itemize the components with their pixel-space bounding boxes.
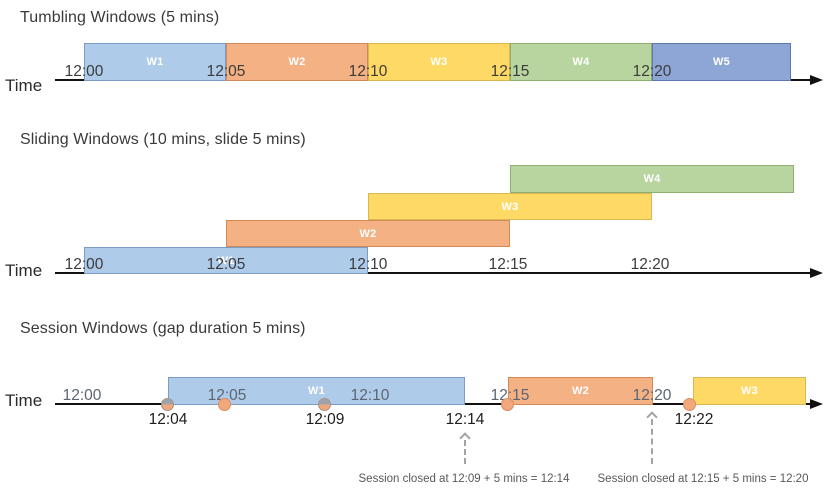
sliding-window-w3: W3: [368, 193, 652, 220]
session-tick-1215: 12:15: [490, 387, 530, 404]
session-event-time-label-1214: 12:14: [445, 411, 485, 428]
session-tick-1220: 12:20: [632, 387, 672, 404]
session-event-time-label-1222: 12:22: [674, 411, 714, 428]
session-event-dot-1204: [161, 398, 174, 411]
session-window-label-w3: W3: [740, 385, 759, 397]
sliding-window-label-w1: W1: [217, 254, 235, 267]
sliding-window-w2: W2: [226, 220, 510, 247]
session-callout-dashed-line-2: [651, 419, 653, 464]
tumbling-window-w3: W3: [368, 43, 510, 81]
tumbling-tick-1210: 12:10: [348, 63, 388, 80]
sliding-window-w4: W4: [510, 165, 794, 193]
session-callout-text-1: Session closed at 12:09 + 5 mins = 12:14: [358, 473, 570, 485]
tumbling-section-title: Tumbling Windows (5 mins): [20, 9, 220, 26]
sliding-window-w1: W1: [84, 247, 368, 274]
sliding-window-label-w4: W4: [643, 173, 661, 185]
tumbling-tick-1205: 12:05: [206, 63, 246, 80]
sliding-tick-1200: 12:00: [64, 256, 104, 273]
tumbling-window-label-w1: W1: [146, 56, 164, 68]
session-event-dot-1209: [318, 398, 331, 411]
session-time-axis-label: Time: [5, 391, 43, 410]
sliding-axis-arrowhead-icon: [810, 268, 823, 278]
session-callout-up-arrow-icon-1: [459, 432, 471, 444]
session-event-dot-1222: [683, 398, 696, 411]
tumbling-tick-1220: 12:20: [632, 63, 672, 80]
tumbling-window-w1: W1: [84, 43, 226, 81]
session-tick-1210: 12:10: [350, 387, 390, 404]
session-section-title: Session Windows (gap duration 5 mins): [20, 320, 306, 337]
sliding-time-axis-label: Time: [5, 261, 43, 280]
tumbling-window-w2: W2: [226, 43, 368, 81]
tumbling-window-label-w4: W4: [572, 56, 590, 68]
tumbling-window-label-w3: W3: [430, 56, 448, 68]
session-callout-dashed-line-1: [464, 440, 466, 464]
tumbling-window-label-w2: W2: [288, 56, 306, 68]
session-event-time-label-1204: 12:04: [148, 411, 188, 428]
sliding-tick-1205: 12:05: [206, 256, 246, 273]
session-window-w1: W1: [168, 377, 465, 405]
sliding-tick-1220: 12:20: [630, 256, 670, 273]
session-tick-1200: 12:00: [62, 387, 102, 404]
session-window-label-w1: W1: [307, 385, 326, 397]
sliding-window-label-w3: W3: [501, 200, 519, 213]
session-event-dot: [218, 398, 231, 411]
session-tick-1205: 12:05: [207, 387, 247, 404]
tumbling-axis-arrowhead-icon: [810, 75, 823, 85]
tumbling-window-label-w5: W5: [712, 56, 731, 68]
sliding-window-label-w2: W2: [359, 227, 377, 240]
sliding-time-axis-line: [55, 272, 810, 274]
tumbling-window-w4: W4: [510, 43, 652, 81]
tumbling-window-w5: W5: [652, 43, 791, 81]
tumbling-tick-1200: 12:00: [64, 63, 104, 80]
session-axis-arrowhead-icon: [810, 399, 823, 409]
session-event-dot-1215: [501, 398, 514, 411]
sliding-tick-1215: 12:15: [488, 256, 528, 273]
sliding-tick-1210: 12:10: [348, 256, 388, 273]
sliding-section-title: Sliding Windows (10 mins, slide 5 mins): [20, 131, 306, 148]
tumbling-time-axis-label: Time: [5, 76, 43, 95]
session-window-label-w2: W2: [571, 385, 590, 397]
session-event-time-label-1209: 12:09: [305, 411, 345, 428]
session-window-w3: W3: [693, 377, 806, 405]
session-callout-text-2: Session closed at 12:15 + 5 mins = 12:20: [597, 473, 809, 485]
session-callout-up-arrow-icon-2: [646, 411, 658, 423]
tumbling-tick-1215: 12:15: [490, 63, 530, 80]
session-window-w2: W2: [508, 377, 653, 405]
